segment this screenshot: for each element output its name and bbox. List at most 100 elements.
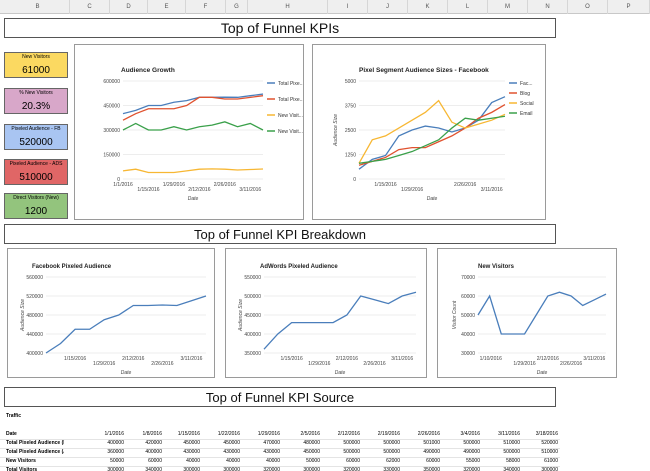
kpi-card: Pixeled Audience - ADS 510000	[4, 159, 68, 185]
column-header-c[interactable]: C	[70, 0, 110, 14]
table-cell[interactable]: 320000	[263, 467, 280, 471]
table-cell[interactable]: 430000	[263, 449, 280, 455]
table-cell[interactable]: 3/11/2016	[498, 431, 520, 437]
table-cell[interactable]: 490000	[463, 449, 480, 455]
new-visitors-chart[interactable]: New Visitors 30000 40000 50000 60000 70000 1/1…	[437, 248, 617, 378]
table-cell[interactable]: 300000	[107, 467, 124, 471]
x-axis-label: Date	[427, 196, 438, 202]
table-cell[interactable]: 300000	[541, 467, 558, 471]
table-cell[interactable]: 1/29/2016	[257, 431, 280, 437]
table-cell[interactable]: 61000	[544, 458, 558, 464]
table-cell[interactable]: 1/15/2016	[177, 431, 200, 437]
table-cell[interactable]: 450000	[223, 440, 240, 446]
x-tick-label: 1/15/2016	[137, 187, 159, 193]
x-tick-label: 1/15/2016	[64, 356, 86, 362]
table-cell[interactable]: 360000	[107, 449, 124, 455]
table-cell[interactable]: 60000	[148, 458, 162, 464]
column-header-o[interactable]: O	[568, 0, 608, 14]
column-header-j[interactable]: J	[368, 0, 408, 14]
column-header-f[interactable]: F	[186, 0, 226, 14]
table-cell[interactable]: 40000	[266, 458, 280, 464]
legend-label: Total Pixe...	[278, 81, 303, 87]
table-cell[interactable]: 50000	[306, 458, 320, 464]
table-cell[interactable]: 62000	[386, 458, 400, 464]
table-cell[interactable]: 1/22/2016	[217, 431, 240, 437]
table-cell[interactable]: 430000	[223, 449, 240, 455]
column-header-h[interactable]: H	[248, 0, 328, 14]
table-cell[interactable]: 490000	[423, 449, 440, 455]
table-cell[interactable]: 470000	[263, 440, 280, 446]
column-header-l[interactable]: L	[448, 0, 488, 14]
table-cell[interactable]: 300000	[223, 467, 240, 471]
table-cell[interactable]: 400000	[107, 440, 124, 446]
y-tick-label: 1250	[345, 153, 356, 159]
y-tick-label: 450000	[244, 313, 261, 319]
table-cell[interactable]: 400000	[145, 449, 162, 455]
table-cell[interactable]: 430000	[183, 449, 200, 455]
table-cell[interactable]: 2/12/2016	[337, 431, 360, 437]
audience-growth-chart[interactable]: Audience Growth 0 150000 300000 450000 600000…	[74, 44, 304, 220]
column-header-m[interactable]: M	[488, 0, 528, 14]
table-cell[interactable]: 60000	[426, 458, 440, 464]
column-header-i[interactable]: I	[328, 0, 368, 14]
adwords-pixeled-chart[interactable]: AdWords Pixeled Audience 350000 400000 4500…	[225, 248, 427, 378]
table-cell[interactable]: 500000	[383, 440, 400, 446]
table-cell[interactable]: 2/5/2016	[300, 431, 320, 437]
column-header-p[interactable]: P	[608, 0, 650, 14]
table-cell[interactable]: 330000	[383, 467, 400, 471]
table-cell[interactable]: 500000	[343, 449, 360, 455]
table-cell[interactable]: 510000	[541, 449, 558, 455]
table-cell[interactable]: 480000	[303, 440, 320, 446]
table-cell[interactable]: 320000	[463, 467, 480, 471]
table-cell[interactable]: 2/26/2016	[417, 431, 440, 437]
series-line	[122, 93, 264, 115]
table-gridline	[0, 457, 560, 458]
column-header-k[interactable]: K	[408, 0, 448, 14]
table-cell[interactable]: 1/1/2016	[104, 431, 124, 437]
table-cell[interactable]: 2/19/2016	[377, 431, 400, 437]
table-cell[interactable]: 340000	[503, 467, 520, 471]
table-cell[interactable]: 500000	[463, 440, 480, 446]
column-header-e[interactable]: E	[148, 0, 186, 14]
table-cell[interactable]: 501000	[423, 440, 440, 446]
table-cell[interactable]: 55000	[466, 458, 480, 464]
table-cell[interactable]: 40000	[226, 458, 240, 464]
table-cell[interactable]: 300000	[303, 467, 320, 471]
legend-label: Blog	[520, 91, 530, 97]
kpi-card: Pixeled Audience - FB 520000	[4, 124, 68, 150]
column-header-b[interactable]: B	[6, 0, 70, 14]
table-cell[interactable]: 300000	[183, 467, 200, 471]
table-cell[interactable]: 40000	[186, 458, 200, 464]
y-tick-label: 550000	[244, 275, 261, 281]
table-cell[interactable]: 500000	[343, 440, 360, 446]
table-cell[interactable]: 520000	[541, 440, 558, 446]
table-cell[interactable]: 3/4/2016	[460, 431, 480, 437]
facebook-pixeled-chart[interactable]: Facebook Pixeled Audience 400000 440000 480…	[7, 248, 215, 378]
column-header-g[interactable]: G	[226, 0, 248, 14]
table-cell[interactable]: 500000	[503, 449, 520, 455]
series-line	[358, 115, 506, 164]
chart-title: Pixel Segment Audience Sizes - Facebook	[359, 67, 489, 74]
y-tick-label: 480000	[26, 313, 43, 319]
table-cell[interactable]: 1/8/2016	[142, 431, 162, 437]
x-tick-label: 3/11/2016	[481, 187, 503, 193]
column-header-n[interactable]: N	[528, 0, 568, 14]
pixel-segment-chart[interactable]: Pixel Segment Audience Sizes - Facebook 0…	[312, 44, 546, 220]
table-cell[interactable]: 58000	[506, 458, 520, 464]
table-cell[interactable]: 450000	[183, 440, 200, 446]
column-header-d[interactable]: D	[110, 0, 148, 14]
table-cell[interactable]: 450000	[303, 449, 320, 455]
table-cell[interactable]: 340000	[145, 467, 162, 471]
x-tick-label: 2/26/2016	[560, 361, 582, 367]
x-tick-label: 2/12/2016	[188, 187, 210, 193]
table-cell[interactable]: 60000	[346, 458, 360, 464]
table-cell[interactable]: 420000	[145, 440, 162, 446]
table-cell[interactable]: 350000	[423, 467, 440, 471]
table-cell[interactable]: 320000	[343, 467, 360, 471]
table-cell[interactable]: 50000	[110, 458, 124, 464]
table-cell[interactable]: 500000	[383, 449, 400, 455]
y-axis-label: Audience Size	[238, 299, 244, 332]
table-cell[interactable]: 510000	[503, 440, 520, 446]
table-cell[interactable]: 3/18/2016	[535, 431, 558, 437]
chart-title: Audience Growth	[121, 67, 175, 74]
